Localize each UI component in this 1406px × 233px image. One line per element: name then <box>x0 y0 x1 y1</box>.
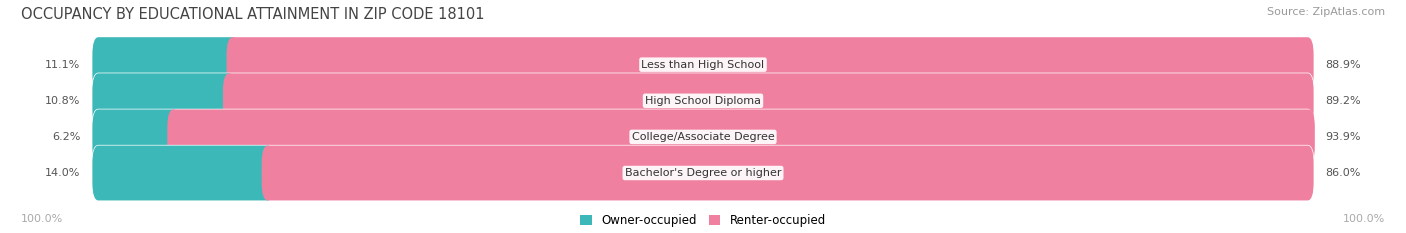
FancyBboxPatch shape <box>167 110 1315 164</box>
Text: Less than High School: Less than High School <box>641 60 765 70</box>
FancyBboxPatch shape <box>93 146 1313 200</box>
Text: 100.0%: 100.0% <box>1343 214 1385 224</box>
Text: 14.0%: 14.0% <box>45 168 80 178</box>
Legend: Owner-occupied, Renter-occupied: Owner-occupied, Renter-occupied <box>579 214 827 227</box>
FancyBboxPatch shape <box>93 37 1313 92</box>
FancyBboxPatch shape <box>93 146 274 200</box>
Text: 86.0%: 86.0% <box>1326 168 1361 178</box>
Text: OCCUPANCY BY EDUCATIONAL ATTAINMENT IN ZIP CODE 18101: OCCUPANCY BY EDUCATIONAL ATTAINMENT IN Z… <box>21 7 485 22</box>
FancyBboxPatch shape <box>224 73 1313 128</box>
Text: 11.1%: 11.1% <box>45 60 80 70</box>
Text: Source: ZipAtlas.com: Source: ZipAtlas.com <box>1267 7 1385 17</box>
Text: 89.2%: 89.2% <box>1326 96 1361 106</box>
FancyBboxPatch shape <box>93 73 1313 128</box>
Text: 10.8%: 10.8% <box>45 96 80 106</box>
Text: 6.2%: 6.2% <box>52 132 80 142</box>
Text: High School Diploma: High School Diploma <box>645 96 761 106</box>
FancyBboxPatch shape <box>93 110 1313 164</box>
Text: Bachelor's Degree or higher: Bachelor's Degree or higher <box>624 168 782 178</box>
Text: 88.9%: 88.9% <box>1326 60 1361 70</box>
FancyBboxPatch shape <box>226 37 1313 92</box>
FancyBboxPatch shape <box>93 110 180 164</box>
Text: 93.9%: 93.9% <box>1326 132 1361 142</box>
FancyBboxPatch shape <box>262 146 1313 200</box>
FancyBboxPatch shape <box>93 37 239 92</box>
Text: College/Associate Degree: College/Associate Degree <box>631 132 775 142</box>
FancyBboxPatch shape <box>93 73 235 128</box>
Text: 100.0%: 100.0% <box>21 214 63 224</box>
